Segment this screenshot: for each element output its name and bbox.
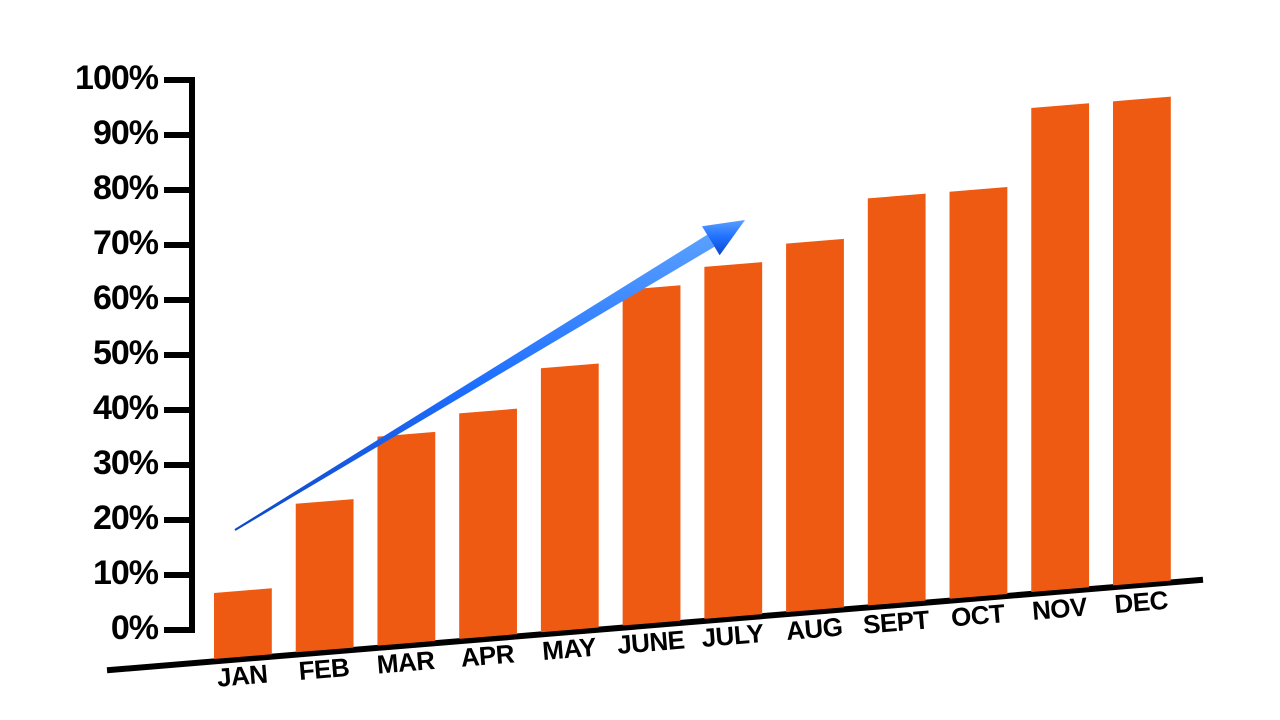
x-axis-label: FEB [298, 652, 351, 686]
bar [786, 239, 844, 612]
bar [868, 194, 926, 606]
bar [1113, 97, 1171, 586]
x-axis-label: SEPT [862, 604, 931, 639]
x-axis-label: JUNE [616, 624, 686, 659]
x-axis-label: OCT [950, 598, 1006, 632]
x-axis-label: NOV [1031, 591, 1089, 625]
x-axis-label: MAR [376, 645, 437, 680]
y-axis-label: 0% [111, 609, 159, 647]
bar [214, 588, 272, 659]
x-axis-label: MAY [541, 632, 597, 666]
bar [459, 409, 517, 639]
y-axis-label: 30% [93, 444, 159, 482]
y-axis-label: 60% [93, 279, 159, 317]
bar [950, 187, 1008, 599]
bar [541, 363, 599, 632]
y-axis-label: 50% [93, 334, 159, 372]
x-axis-label: APR [460, 638, 516, 672]
bar [296, 499, 354, 652]
monthly-growth-bar-chart: 0% 10% 20% 30% 40% 50% 60% 70% 80% 90% 100% JAN FEB M… [0, 0, 1280, 720]
x-axis-label: AUG [785, 612, 844, 646]
y-axis-label: 90% [93, 114, 159, 152]
y-axis-label: 10% [93, 554, 159, 592]
y-axis-label: 40% [93, 389, 159, 427]
x-axis-label: JAN [216, 659, 269, 693]
y-axis-label: 80% [93, 169, 159, 207]
bar [1031, 103, 1089, 592]
bar [377, 432, 435, 646]
bar [623, 285, 681, 625]
x-axis-label: DEC [1113, 585, 1169, 619]
y-axis-label: 100% [75, 59, 159, 97]
bar [704, 262, 762, 619]
y-axis-label: 20% [93, 499, 159, 537]
x-axis-label: JULY [700, 618, 764, 653]
y-axis-label: 70% [93, 224, 159, 262]
